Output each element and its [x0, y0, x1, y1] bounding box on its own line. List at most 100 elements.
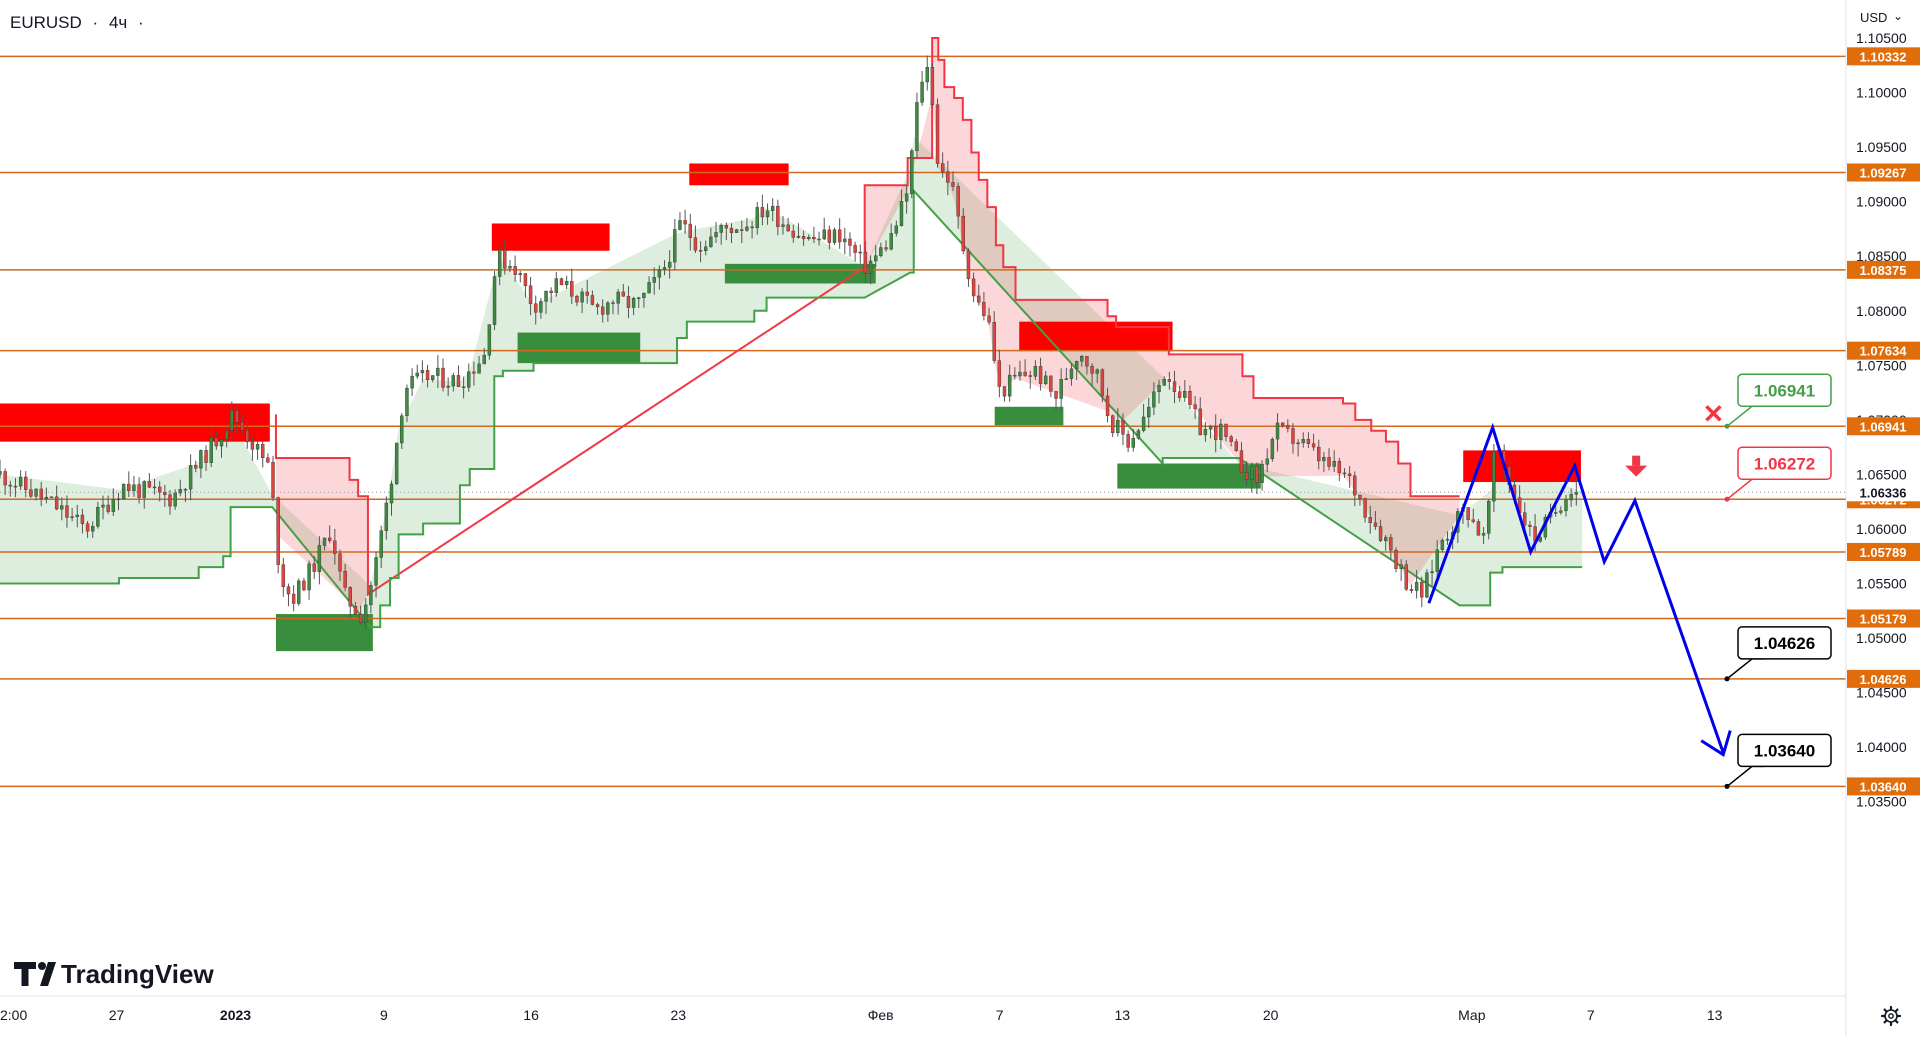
candle	[451, 372, 456, 392]
candle-body	[709, 236, 713, 248]
symbol-label[interactable]: EURUSD	[10, 13, 82, 32]
demand-zone-4[interactable]	[1117, 463, 1261, 489]
chevron-down-icon[interactable]: ⌄	[1893, 9, 1903, 23]
candle-body	[204, 450, 208, 463]
candle	[1177, 385, 1182, 402]
candle-body	[384, 502, 389, 531]
candle-body	[631, 298, 636, 308]
supply-zone-1[interactable]	[491, 223, 610, 251]
supply-zone-3[interactable]	[1019, 321, 1173, 352]
demand-zone-0[interactable]	[275, 614, 373, 652]
candle-body	[214, 437, 219, 447]
candle	[1291, 423, 1295, 454]
sell-arrow-icon[interactable]	[1625, 455, 1648, 477]
candle	[1208, 424, 1213, 439]
supply-zone-4[interactable]	[1463, 450, 1581, 483]
candle	[678, 212, 682, 231]
candle-body	[678, 220, 682, 230]
candle-body	[508, 266, 512, 269]
candle-body	[920, 81, 924, 103]
time-tick-label: 13	[1114, 1007, 1130, 1023]
candle-body	[1141, 416, 1146, 431]
demand-zone-2[interactable]	[724, 263, 876, 284]
candle	[781, 216, 785, 235]
candle-body	[575, 296, 579, 303]
candle-body	[291, 593, 296, 604]
candle	[1074, 360, 1079, 381]
candle-body	[1476, 521, 1481, 536]
candle	[1358, 494, 1362, 506]
candle	[549, 287, 553, 303]
price-callout-3[interactable]: 1.03640	[1724, 733, 1832, 789]
candle	[1007, 364, 1012, 402]
candle-body	[1435, 549, 1439, 572]
demand-zone-1[interactable]	[517, 332, 641, 364]
candle-body	[704, 246, 708, 252]
candle	[1286, 419, 1290, 433]
candle-body	[642, 292, 646, 298]
candle-body	[168, 494, 172, 507]
candle-body	[1409, 589, 1414, 591]
candle-body	[637, 297, 641, 299]
candle-body	[178, 488, 182, 494]
candle-body	[1414, 581, 1419, 591]
demand-zone-3[interactable]	[994, 406, 1064, 426]
candle-body	[1363, 498, 1367, 518]
candle	[8, 480, 13, 497]
price-callout-0[interactable]: 1.06941	[1724, 373, 1832, 429]
level-tag-text: 1.05179	[1860, 612, 1907, 627]
timeframe-label[interactable]: 4ч	[109, 13, 127, 32]
price-callout-1[interactable]: 1.06272	[1724, 446, 1832, 502]
price-callout-2[interactable]: 1.04626	[1724, 626, 1832, 682]
candle	[652, 267, 656, 295]
candle	[116, 492, 121, 511]
candle	[1275, 413, 1280, 452]
candle	[1255, 462, 1259, 495]
resistance-trail-line-0[interactable]	[274, 37, 1460, 597]
candle	[626, 286, 631, 319]
candle	[3, 468, 7, 495]
candle-body	[966, 250, 971, 280]
candle	[276, 496, 280, 574]
candle	[240, 413, 244, 435]
gear-icon[interactable]	[1880, 1005, 1902, 1027]
candle	[796, 223, 801, 239]
candle-body	[1234, 441, 1239, 451]
supply-zone-2[interactable]	[689, 163, 789, 186]
candle	[899, 189, 904, 227]
candle	[673, 218, 677, 270]
candle	[956, 182, 960, 229]
candle-body	[1183, 391, 1187, 398]
candle	[935, 98, 940, 168]
currency-selector[interactable]: USD ⌄	[1860, 9, 1903, 25]
time-tick-label: 20	[1263, 1007, 1279, 1023]
candle-body	[1018, 371, 1022, 377]
level-tag-text: 1.03640	[1860, 779, 1907, 794]
candle-body	[80, 514, 85, 524]
candle	[85, 520, 90, 538]
invalidation-x-icon[interactable]	[1705, 405, 1722, 422]
level-price-tag-2: 1.08375	[1847, 260, 1920, 279]
tradingview-logo[interactable]: TradingView	[14, 959, 214, 989]
candle	[1528, 520, 1532, 537]
candle	[132, 475, 136, 497]
candle-body	[1100, 369, 1105, 397]
price-tick-label: 1.09500	[1856, 139, 1907, 155]
candle	[1198, 397, 1202, 436]
callout-anchor	[1724, 496, 1730, 502]
candle	[1311, 433, 1316, 451]
candle	[338, 549, 342, 581]
support-trail-line-0[interactable]	[0, 188, 1583, 629]
candle	[425, 364, 430, 388]
currency-label[interactable]: USD	[1860, 10, 1887, 25]
candle-body	[1090, 365, 1094, 374]
candle	[1327, 448, 1331, 471]
candle	[1280, 422, 1285, 428]
supply-zone-0[interactable]	[0, 403, 270, 442]
candle-body	[946, 171, 950, 183]
price-tick-label: 1.08500	[1856, 248, 1907, 264]
candle-body	[157, 486, 162, 493]
forecast-path[interactable]	[1427, 422, 1725, 754]
